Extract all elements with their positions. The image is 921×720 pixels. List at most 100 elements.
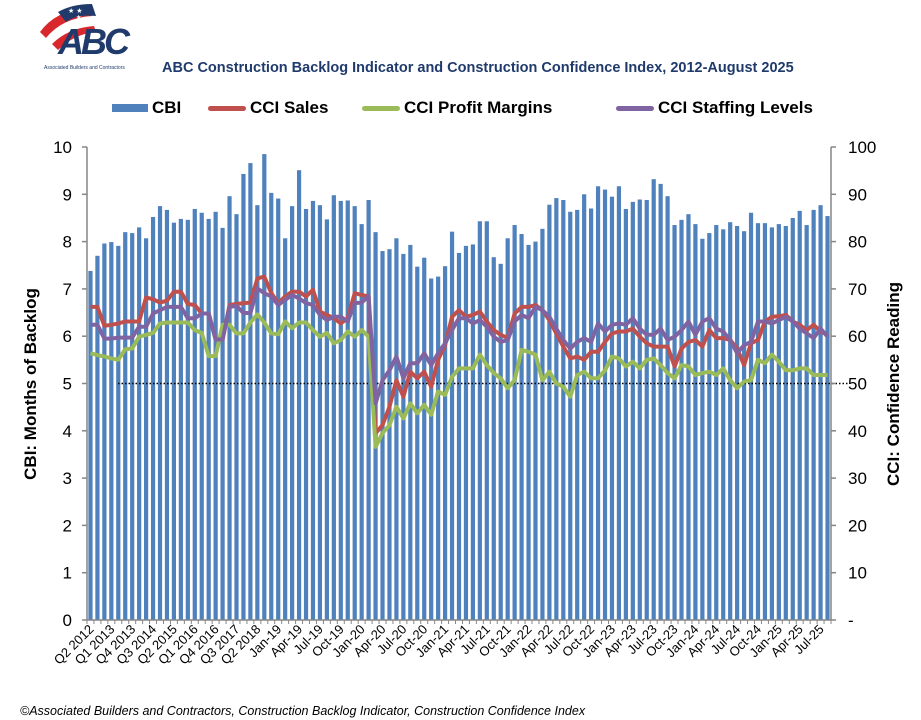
legend-item-cbi: CBI <box>112 98 181 118</box>
cbi-bar <box>658 183 663 621</box>
cbi-bar <box>804 225 809 621</box>
svg-text:★ ★: ★ ★ <box>68 7 83 15</box>
logo-tagline: Associated Builders and Contractors <box>44 65 125 71</box>
y-tick-label: 7 <box>63 280 72 299</box>
cbi-bar <box>637 199 642 621</box>
legend-item-cci-sales: CCI Sales <box>208 98 328 118</box>
cbi-bar <box>352 206 357 620</box>
cbi-bar <box>248 163 253 620</box>
legend-item-cci-profit-margins: CCI Profit Margins <box>362 98 552 118</box>
cbi-bar <box>317 205 323 620</box>
cbi-bar <box>693 224 698 620</box>
cbi-bar <box>171 222 177 620</box>
y-tick-label: 1 <box>63 564 72 583</box>
cbi-bar <box>269 192 274 621</box>
y2-tick-label: 70 <box>848 280 867 299</box>
cbi-bar <box>540 228 545 621</box>
svg-text:ABC: ABC <box>57 21 131 62</box>
cbi-bar <box>276 198 281 620</box>
y2-tick-label: 30 <box>848 469 867 488</box>
cbi-bar <box>707 233 712 620</box>
cbi-bar <box>679 219 684 621</box>
cbi-bar <box>290 206 295 620</box>
cbi-bar <box>442 266 448 620</box>
cbi-bar <box>547 204 552 620</box>
cbi-bar <box>748 212 754 620</box>
cbi-bar <box>331 195 336 620</box>
chart-title: ABC Construction Backlog Indicator and C… <box>162 60 794 76</box>
cbi-bar <box>116 245 121 620</box>
cbi-bar <box>498 263 503 620</box>
y2-axis-title: CCI: Confidence Reading <box>884 282 903 486</box>
cbi-bar <box>422 257 427 620</box>
y2-tick-label: 100 <box>848 138 876 157</box>
cbi-bar <box>491 257 496 620</box>
cbi-bar <box>436 276 441 620</box>
cbi-bar <box>602 189 608 620</box>
y2-tick-label: 10 <box>848 564 867 583</box>
legend-item-cci-staffing-levels: CCI Staffing Levels <box>616 98 813 118</box>
cbi-bar <box>714 225 719 621</box>
legend-label: CBI <box>152 98 182 117</box>
cbi-bar <box>526 244 531 620</box>
cbi-bar <box>241 173 246 620</box>
cbi-bar <box>484 221 489 621</box>
legend-label: CCI Profit Margins <box>404 98 553 117</box>
cbi-bar <box>213 211 218 620</box>
series-line-cci-profit-margins <box>89 312 828 449</box>
y2-tick-label: 60 <box>848 327 867 346</box>
cbi-bar <box>95 255 100 621</box>
abc-logo: ★ ★ ★ ABC Associated Builders and Contra… <box>36 4 151 77</box>
cbi-bar <box>109 242 114 620</box>
y-tick-label: 10 <box>53 138 72 157</box>
cbi-bar <box>199 212 204 620</box>
cbi-bar <box>561 199 566 620</box>
legend: CBI CCI Sales CCI Profit Margins CCI Sta… <box>0 98 921 122</box>
cbi-bar <box>811 209 816 620</box>
svg-text:★: ★ <box>76 14 81 21</box>
cbi-bar <box>609 196 615 621</box>
cbi-bar <box>616 186 622 620</box>
y2-tick-label: 90 <box>848 185 867 204</box>
cbi-bar <box>623 208 628 620</box>
cbi-bar <box>150 217 156 620</box>
y-axis-title: CBI: Months of Backlog <box>21 288 40 480</box>
cbi-bar <box>769 227 774 620</box>
cbi-bar <box>185 219 190 621</box>
cbi-bar <box>644 199 649 620</box>
cbi-bar <box>721 229 726 620</box>
y-tick-label: 5 <box>63 375 72 394</box>
cbi-bar <box>415 266 420 620</box>
cbi-bar <box>283 238 288 620</box>
y2-tick-label: 50 <box>848 375 867 394</box>
cbi-bar <box>672 225 677 621</box>
legend-swatch <box>208 105 246 111</box>
cbi-bar <box>123 232 128 620</box>
cbi-bar <box>790 217 795 620</box>
cbi-bar <box>366 199 371 620</box>
cbi-bar <box>359 224 364 620</box>
y2-tick-label: 20 <box>848 516 867 535</box>
legend-swatch <box>362 105 400 111</box>
cbi-bar <box>783 225 788 620</box>
cbi-bar <box>589 208 594 621</box>
cbi-bar <box>741 231 747 620</box>
cbi-bar <box>735 225 740 620</box>
y-tick-label: 9 <box>63 185 72 204</box>
y2-tick-label: - <box>848 611 854 630</box>
y-tick-label: 2 <box>63 516 72 535</box>
cbi-bar <box>575 209 580 620</box>
cbi-bar <box>568 211 573 620</box>
series-line-cci-staffing-levels <box>90 286 830 406</box>
cbi-bar <box>137 227 142 620</box>
cbi-bar <box>665 196 670 620</box>
legend-label: CCI Staffing Levels <box>658 98 813 117</box>
cbi-bar <box>144 238 149 620</box>
cbi-bar <box>477 221 482 621</box>
cbi-bar <box>387 249 392 620</box>
cbi-bar <box>797 210 802 621</box>
cbi-bar <box>102 243 107 620</box>
cbi-bar <box>762 223 768 620</box>
cbi-bar <box>220 227 225 620</box>
